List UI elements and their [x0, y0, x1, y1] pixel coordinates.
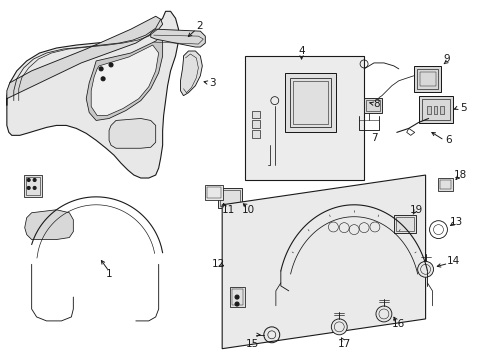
Polygon shape	[251, 130, 259, 138]
Bar	[366, 100, 379, 111]
Polygon shape	[25, 210, 73, 239]
Circle shape	[109, 63, 113, 67]
Bar	[292, 81, 327, 125]
Bar	[26, 177, 40, 195]
Text: 5: 5	[459, 103, 466, 113]
Bar	[289, 78, 331, 127]
Circle shape	[235, 295, 239, 299]
Polygon shape	[7, 16, 163, 105]
Bar	[24, 175, 41, 197]
Text: 7: 7	[370, 133, 377, 143]
Polygon shape	[91, 45, 158, 116]
Circle shape	[27, 179, 30, 181]
Text: 1: 1	[105, 269, 112, 279]
Bar	[218, 188, 242, 208]
Bar	[426, 105, 429, 113]
Polygon shape	[86, 33, 163, 121]
Text: 10: 10	[241, 205, 254, 215]
Text: 9: 9	[442, 54, 449, 64]
Bar	[418, 96, 452, 123]
Bar	[413, 66, 441, 92]
Circle shape	[33, 186, 36, 189]
Bar	[244, 56, 364, 180]
Text: 17: 17	[337, 339, 350, 349]
Bar	[205, 185, 223, 200]
Bar	[393, 215, 415, 233]
Bar	[284, 73, 336, 132]
Bar	[364, 98, 381, 113]
Circle shape	[235, 302, 239, 306]
Text: 19: 19	[409, 205, 423, 215]
Bar	[421, 99, 449, 121]
Circle shape	[99, 67, 103, 71]
Text: 8: 8	[373, 99, 380, 109]
Bar	[440, 105, 444, 113]
Circle shape	[375, 306, 391, 322]
Bar	[440, 180, 450, 189]
Polygon shape	[251, 121, 259, 129]
Text: 15: 15	[245, 339, 258, 349]
Bar	[220, 190, 240, 206]
Text: 4: 4	[298, 46, 304, 56]
Text: 14: 14	[446, 256, 459, 266]
Polygon shape	[222, 175, 425, 349]
Circle shape	[101, 77, 105, 81]
Circle shape	[417, 261, 433, 277]
Text: 11: 11	[221, 205, 234, 215]
Bar	[416, 69, 438, 89]
Polygon shape	[251, 111, 259, 118]
Text: 18: 18	[453, 170, 466, 180]
Polygon shape	[109, 118, 155, 148]
Bar	[433, 105, 437, 113]
Text: 2: 2	[196, 21, 202, 31]
Bar	[419, 72, 435, 86]
Bar	[395, 217, 413, 231]
Text: 6: 6	[444, 135, 451, 145]
Bar	[207, 187, 221, 198]
Circle shape	[33, 179, 36, 181]
Text: 16: 16	[391, 319, 405, 329]
Text: 12: 12	[211, 259, 224, 269]
Circle shape	[27, 186, 30, 189]
Polygon shape	[180, 51, 202, 96]
Bar	[230, 287, 244, 307]
Text: 3: 3	[208, 78, 215, 88]
Bar	[232, 289, 243, 305]
Text: 13: 13	[449, 217, 462, 227]
Polygon shape	[7, 11, 178, 178]
Circle shape	[331, 319, 346, 335]
Polygon shape	[150, 29, 205, 47]
Bar	[438, 178, 452, 191]
